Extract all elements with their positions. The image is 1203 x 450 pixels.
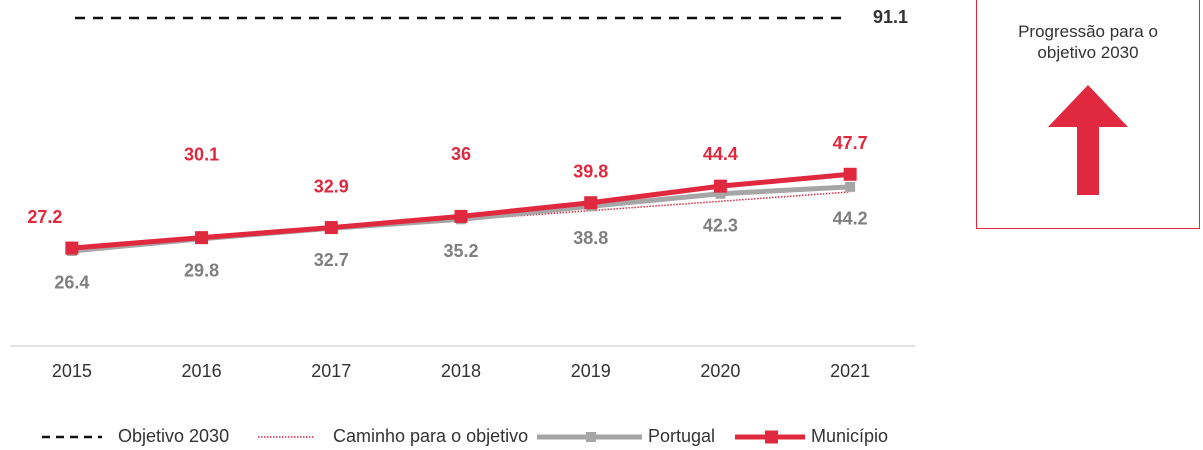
data-label: 35.2: [443, 241, 478, 261]
target-label: 91.1: [873, 7, 908, 27]
marker: [843, 167, 857, 181]
data-label: 38.8: [573, 228, 608, 248]
data-label: 32.7: [314, 250, 349, 270]
legend-label: Objetivo 2030: [118, 426, 229, 446]
data-label: 30.1: [184, 144, 219, 164]
marker: [65, 241, 79, 255]
progress-text: Progressão para o objetivo 2030: [1018, 22, 1158, 62]
data-label: 47.7: [833, 133, 868, 153]
data-label: 27.2: [27, 207, 62, 227]
marker: [454, 209, 468, 223]
x-tick-label: 2018: [441, 361, 481, 381]
x-tick-label: 2020: [700, 361, 740, 381]
arrow-shape: [1048, 85, 1128, 195]
up-arrow: [1048, 85, 1128, 195]
legend-marker: [586, 432, 596, 442]
chart: 2015 2016 2017 2018 2019 2020 2021 91.1 26.4 29.8…: [10, 7, 915, 446]
x-tick-label: 2016: [182, 361, 222, 381]
marker: [713, 179, 727, 193]
marker: [845, 181, 856, 192]
data-label: 36: [451, 144, 471, 164]
x-tick-label: 2017: [311, 361, 351, 381]
legend-label: Caminho para o objetivo: [333, 426, 528, 446]
x-tick-label: 2021: [830, 361, 870, 381]
data-label: 32.9: [314, 176, 349, 196]
marker: [195, 231, 209, 245]
progress-box: Progressão para o objetivo 2030: [976, 0, 1200, 229]
legend-label: Município: [811, 426, 888, 446]
legend-marker: [765, 430, 778, 444]
marker: [324, 221, 338, 235]
x-tick-label: 2015: [52, 361, 92, 381]
data-label: 44.2: [833, 209, 868, 229]
data-label: 39.8: [573, 161, 608, 181]
x-tick-label: 2019: [571, 361, 611, 381]
data-label: 44.4: [703, 144, 738, 164]
data-label: 26.4: [54, 273, 89, 293]
marker: [715, 188, 726, 199]
data-label: 29.8: [184, 260, 219, 280]
data-label: 42.3: [703, 215, 738, 235]
legend-label: Portugal: [648, 426, 715, 446]
marker: [584, 196, 598, 210]
